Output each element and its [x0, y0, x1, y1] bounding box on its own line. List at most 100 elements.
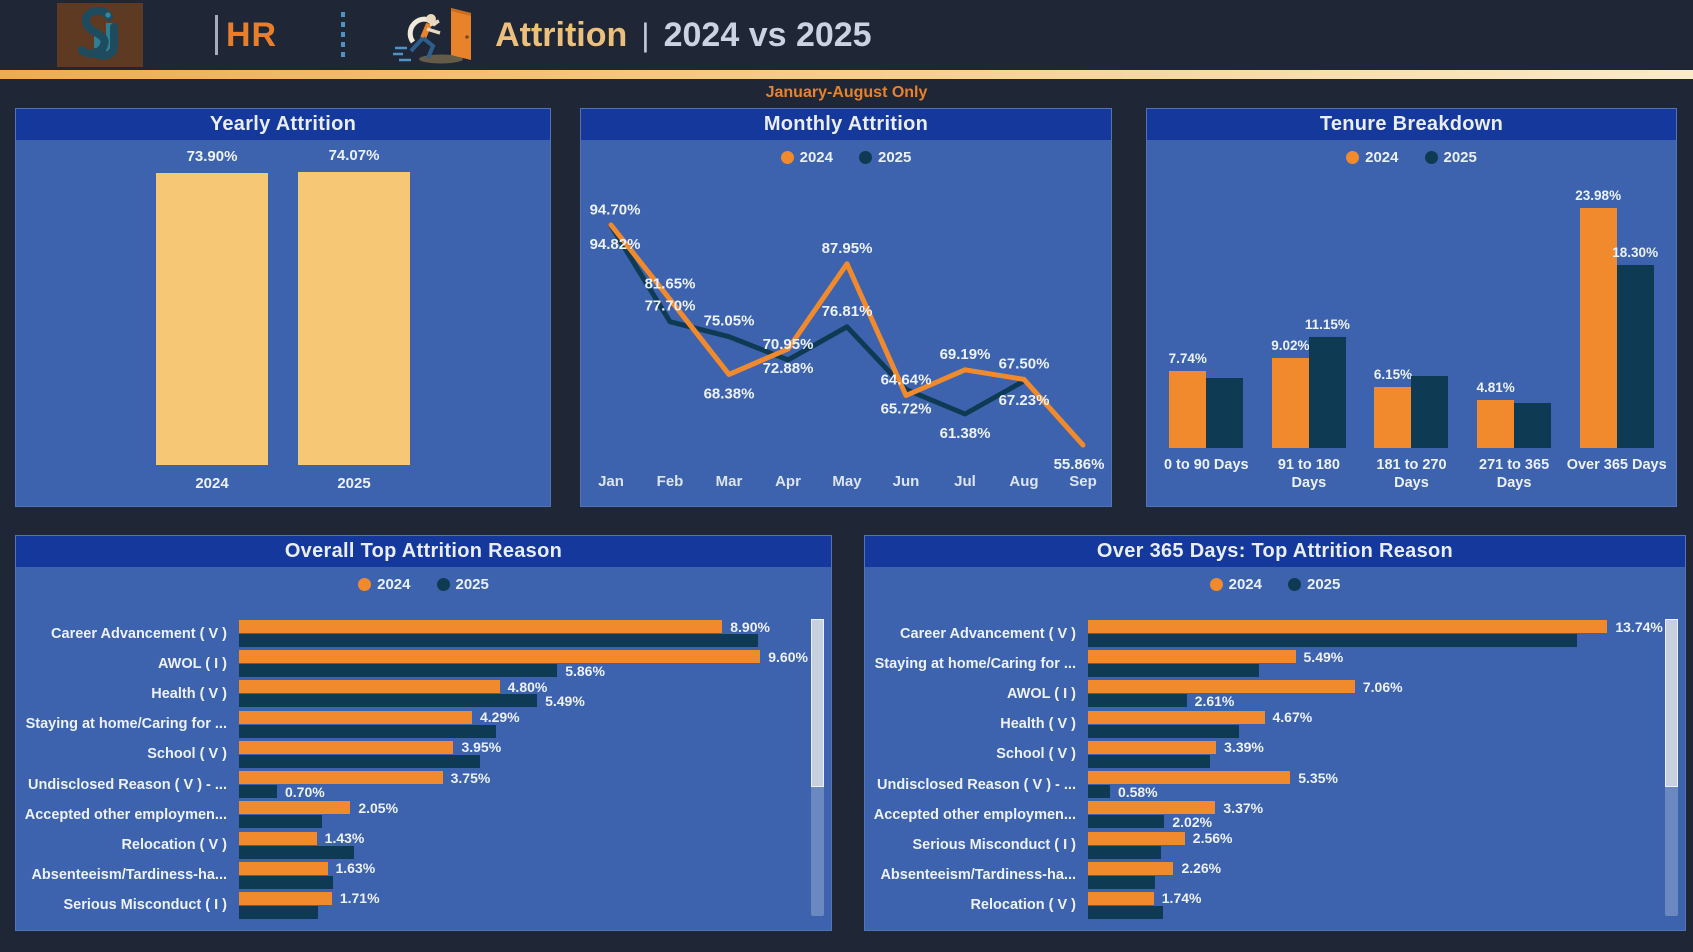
bar-2024[interactable]: [156, 173, 268, 465]
hbar-2025[interactable]: [239, 754, 480, 768]
bar-2024[interactable]: [1477, 399, 1515, 448]
legend-item-2024[interactable]: 2024: [358, 576, 411, 593]
bar-2024[interactable]: [1579, 208, 1617, 448]
reason-bars: 1.74%: [1088, 890, 1655, 920]
hbar-2024[interactable]: [239, 710, 472, 724]
bar-line-2025: [1088, 664, 1655, 678]
hbar-2025[interactable]: [1088, 845, 1161, 859]
bar-2025[interactable]: [1411, 375, 1449, 448]
bar-2024[interactable]: [1169, 370, 1207, 448]
legend-item-2024[interactable]: 2024: [1346, 149, 1399, 166]
legend-item-2024[interactable]: 2024: [780, 149, 833, 166]
hbar-2024[interactable]: [239, 771, 443, 785]
bar-2025[interactable]: [1514, 402, 1552, 448]
hbar-2025[interactable]: [1088, 664, 1260, 678]
legend-item-2025[interactable]: 2025: [1424, 149, 1477, 166]
company-logo: [57, 3, 143, 67]
hbar-2024[interactable]: [1088, 861, 1174, 875]
hbar-2025[interactable]: [1088, 875, 1156, 889]
axis-category-label: 2024: [195, 475, 229, 492]
hbar-2024[interactable]: [239, 861, 328, 875]
scrollbar-thumb[interactable]: [811, 619, 824, 787]
scrollbar-thumb[interactable]: [1665, 619, 1678, 787]
hbar-2025[interactable]: [1088, 724, 1240, 738]
data-label-2025: 65.72%: [881, 400, 932, 417]
legend-item-2025[interactable]: 2025: [859, 149, 911, 166]
bar-2025[interactable]: [1616, 265, 1654, 448]
legend-item-2025[interactable]: 2025: [1288, 576, 1340, 593]
hbar-2025[interactable]: [1088, 634, 1578, 647]
bar-value-label: 2.56%: [1192, 830, 1233, 847]
reason-bars: 3.39%: [1088, 739, 1655, 769]
bar-2025[interactable]: [1206, 377, 1244, 448]
reason-label: Health ( V ): [151, 685, 227, 702]
hbar-2024[interactable]: [1088, 831, 1185, 845]
hbar-2025[interactable]: [239, 634, 758, 647]
bar-value-label: 5.49%: [545, 692, 585, 709]
hbar-2025[interactable]: [1088, 815, 1165, 829]
hbar-2024[interactable]: [1088, 740, 1217, 754]
hbar-2024[interactable]: [239, 620, 723, 633]
month-axis-label: May: [832, 473, 862, 490]
hbar-2025[interactable]: [239, 724, 497, 738]
bar-pair: 4.81%: [1476, 380, 1552, 448]
hbar-2024[interactable]: [1088, 680, 1355, 694]
hbar-2024[interactable]: [1088, 620, 1608, 633]
hbar-2025[interactable]: [239, 785, 277, 799]
hbar-2025[interactable]: [239, 875, 333, 889]
hbar-2024[interactable]: [1088, 710, 1265, 724]
hbar-2025[interactable]: [1088, 785, 1110, 799]
reason-label: Relocation ( V ): [121, 837, 227, 854]
bar-value-label: 1.74%: [1161, 890, 1202, 907]
axis-category-label: 2025: [337, 475, 371, 492]
bar-value-label: 5.49%: [1303, 648, 1344, 665]
attrition-door-icon: [387, 4, 479, 66]
bar-value-label: 2.05%: [358, 799, 399, 816]
reason-label: Serious Misconduct ( I ): [912, 837, 1076, 854]
legend-item-2025[interactable]: 2025: [436, 576, 489, 593]
bar-2024[interactable]: [1271, 357, 1309, 448]
hbar-2025[interactable]: [239, 845, 355, 859]
hbar-2025[interactable]: [1088, 694, 1187, 708]
bar-value-label: 2.26%: [1181, 860, 1222, 877]
line-2025[interactable]: [608, 223, 1027, 417]
hbar-2024[interactable]: [239, 831, 317, 845]
reason-bars: 3.37% 2.02%: [1088, 800, 1655, 830]
scrollbar-track[interactable]: [811, 619, 824, 916]
month-axis-label: Jan: [598, 473, 624, 490]
tenure-chart-body: 2024 2025 7.74% 0 to 90 Days 9.02% 11.15% 91 …: [1147, 140, 1676, 506]
bar-2025[interactable]: [1308, 336, 1346, 448]
hbar-2025[interactable]: [239, 664, 558, 678]
bar-2025[interactable]: [298, 172, 410, 465]
bar-line-2025: [239, 845, 801, 859]
hbar-2025[interactable]: [1088, 754, 1210, 768]
legend-label: 2025: [878, 149, 912, 166]
hbar-2024[interactable]: [239, 891, 332, 905]
hbar-2024[interactable]: [1088, 891, 1154, 905]
hbar-2025[interactable]: [1088, 905, 1164, 919]
hbar-2025[interactable]: [239, 905, 318, 919]
bar-line-2024: 4.80%: [239, 679, 801, 695]
hbar-2024[interactable]: [239, 680, 500, 694]
bar-group: 4.81% 271 to 365 Days: [1464, 380, 1564, 506]
legend-item-2024[interactable]: 2024: [1209, 576, 1262, 593]
bar-2024[interactable]: [1374, 386, 1412, 448]
bar-line-2024: 3.75%: [239, 770, 801, 786]
legend-dot-2025: [1288, 578, 1301, 591]
hbar-2024[interactable]: [1088, 650, 1296, 664]
hbar-2024[interactable]: [239, 801, 351, 815]
legend-dot-2024: [358, 578, 372, 591]
bar-line-2025: [1088, 724, 1655, 738]
bar-line-2024: 3.37%: [1088, 800, 1655, 816]
hbar-2024[interactable]: [1088, 771, 1291, 785]
hbar-2025[interactable]: [239, 815, 322, 829]
hbar-2024[interactable]: [239, 740, 454, 754]
reason-bars: 3.75% 0.70%: [239, 770, 801, 800]
hbar-2024[interactable]: [239, 650, 761, 664]
hbar-2024[interactable]: [1088, 801, 1216, 815]
hbar-2025[interactable]: [239, 694, 538, 708]
scrollbar-track[interactable]: [1665, 619, 1678, 916]
line-2024[interactable]: [608, 222, 1086, 448]
legend-label: 2025: [1443, 149, 1477, 166]
yearly-chart-body: 73.90% 2024 74.07% 2025: [16, 140, 550, 506]
